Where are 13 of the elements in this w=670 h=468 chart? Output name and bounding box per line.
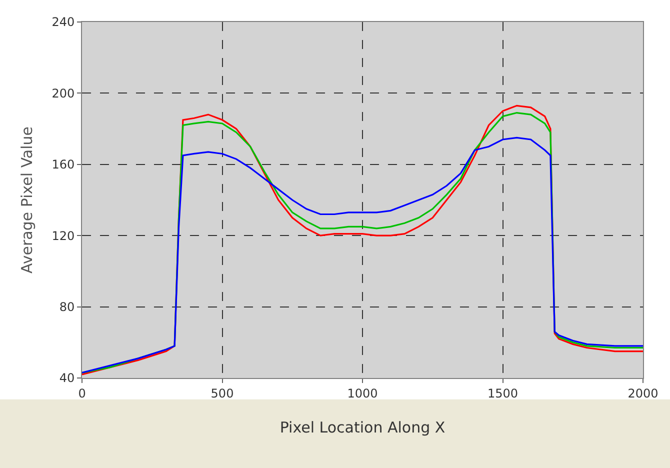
y-tick-label: 240 — [52, 15, 75, 30]
x-tick-label: 1500 — [487, 386, 518, 400]
y-tick-label: 200 — [52, 86, 75, 100]
x-tick-label: 0 — [78, 386, 86, 400]
x-tick-label: 2000 — [628, 386, 658, 400]
x-axis-title: Pixel Location Along X — [280, 418, 446, 436]
y-tick-label: 120 — [52, 228, 75, 243]
y-tick-label: 40 — [59, 371, 75, 386]
y-axis-title: Average Pixel Value — [18, 126, 36, 274]
y-tick-label: 80 — [59, 300, 75, 314]
x-tick-label: 1000 — [347, 386, 378, 400]
x-tick-label: 500 — [210, 386, 234, 400]
y-tick-label: 160 — [52, 158, 75, 172]
